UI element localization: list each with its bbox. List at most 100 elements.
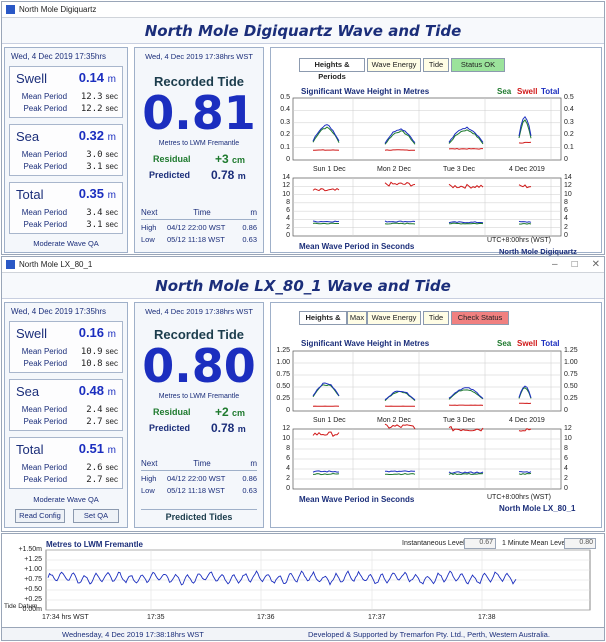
series-total <box>313 125 339 142</box>
x-tick: Mon 2 Dec <box>377 417 411 424</box>
predicted-label: Predicted <box>149 170 190 180</box>
series-total <box>449 127 483 142</box>
window-lx80: North Mole LX_80_1 – □ ✕ North Mole LX_8… <box>1 256 605 532</box>
banner-title: North Mole Digiquartz Wave and Tide <box>2 22 604 40</box>
period-series-swell <box>313 189 339 191</box>
tide-value: 0.80 <box>135 339 263 393</box>
status-bar: Wednesday, 4 Dec 2019 17:38:18hrs WST De… <box>2 627 604 640</box>
predicted-value: 0.78 m <box>211 168 246 182</box>
status-credit: Developed & Supported by Tremarfon Pty. … <box>308 630 550 639</box>
x-tick: Tue 3 Dec <box>443 166 475 173</box>
wave-summary-panel: Wed, 4 Dec 2019 17:35hrs Swell 0.16 m Me… <box>4 302 128 528</box>
swell-label: Swell <box>16 71 47 86</box>
predicted-value: 0.78 m <box>211 421 246 435</box>
tide-date: Wed, 4 Dec 2019 17:38hrs WST <box>135 307 263 316</box>
predicted-tides-button[interactable]: Predicted Tides <box>141 509 257 522</box>
wave-chart-svg <box>271 48 603 254</box>
x-tick: 17:38 <box>478 614 496 621</box>
period-series-total <box>449 222 483 223</box>
period-series-swell <box>385 424 415 429</box>
tide-date: Wed, 4 Dec 2019 17:38hrs WST <box>135 52 263 61</box>
window-title: North Mole Digiquartz <box>19 5 96 14</box>
sea-value: 0.32 m <box>79 128 116 143</box>
period-series-sea <box>519 224 531 225</box>
period-series-total <box>519 221 531 222</box>
residual-label: Residual <box>153 407 191 417</box>
x-tick: Tue 3 Dec <box>443 417 475 424</box>
tide-panel: Wed, 4 Dec 2019 17:38hrs WST Recorded Ti… <box>134 302 264 528</box>
minimize-icon[interactable]: – <box>552 259 558 270</box>
utc-label: UTC+8:00hrs (WST) <box>487 494 551 501</box>
sea-label: Sea <box>16 129 39 144</box>
app-icon <box>6 5 15 14</box>
height-chart-frame <box>293 351 561 411</box>
tide-datum: Metres to LWM Fremantle <box>135 393 263 400</box>
x-tick: Sun 1 Dec <box>313 166 346 173</box>
total-label: Total <box>16 442 43 457</box>
wave-chart-panel: Heights & Periods Wave Energy Tide Statu… <box>270 47 602 253</box>
tide-datum: Metres to LWM Fremantle <box>135 140 263 147</box>
x-tick: 17:36 <box>257 614 275 621</box>
x-tick: Mon 2 Dec <box>377 166 411 173</box>
maximize-icon[interactable]: □ <box>572 259 578 270</box>
utc-label: UTC+8:00hrs (WST) <box>487 237 551 244</box>
x-tick: 4 Dec 2019 <box>509 417 545 424</box>
window-titlebar[interactable]: North Mole Digiquartz <box>2 2 604 18</box>
period-series-total <box>313 221 339 222</box>
set-qa-button[interactable]: Set QA <box>73 509 119 523</box>
wave-qa-label: Moderate Wave QA <box>5 239 127 248</box>
period-series-total <box>313 471 339 472</box>
swell-value: 0.16 m <box>79 325 116 340</box>
series-total <box>385 391 415 400</box>
period-series-sea <box>449 473 483 474</box>
x-tick: 17:34 hrs WST <box>42 614 89 621</box>
total-label: Total <box>16 187 43 202</box>
bottom-chart-title: Mean Wave Period in Seconds <box>299 242 414 251</box>
residual-label: Residual <box>153 154 191 164</box>
period-series-sea <box>385 474 415 475</box>
station-label: North Mole LX_80_1 <box>499 504 575 513</box>
wave-chart-panel: Heights & Pe Max H Wave Energy Tide Chec… <box>270 302 602 528</box>
summary-date: Wed, 4 Dec 2019 17:35hrs <box>11 307 106 316</box>
x-tick: 17:35 <box>147 614 165 621</box>
sea-label: Sea <box>16 384 39 399</box>
period-series-swell <box>313 432 339 436</box>
period-series-sea <box>313 474 339 475</box>
banner: North Mole Digiquartz Wave and Tide <box>2 18 604 44</box>
period-series-total <box>385 221 415 222</box>
wave-qa-label: Moderate Wave QA <box>5 495 127 504</box>
period-series-swell <box>449 184 483 188</box>
window-digiquartz: North Mole Digiquartz North Mole Digiqua… <box>1 1 605 255</box>
window-title: North Mole LX_80_1 <box>19 260 92 269</box>
tide-strip-svg <box>2 534 606 642</box>
total-value: 0.51 m <box>79 441 116 456</box>
predicted-label: Predicted <box>149 423 190 433</box>
status-date: Wednesday, 4 Dec 2019 17:38:18hrs WST <box>62 630 204 639</box>
x-tick: 4 Dec 2019 <box>509 166 545 173</box>
period-series-swell <box>385 182 415 186</box>
banner: North Mole LX_80_1 Wave and Tide <box>2 273 604 299</box>
close-icon[interactable]: ✕ <box>592 259 600 270</box>
series-total <box>449 388 483 399</box>
wave-summary-panel: Wed, 4 Dec 2019 17:35hrs Swell 0.14 m Me… <box>4 47 128 253</box>
read-config-button[interactable]: Read Config <box>15 509 65 523</box>
window-titlebar[interactable]: North Mole LX_80_1 – □ ✕ <box>2 257 604 273</box>
window-controls: – □ ✕ <box>552 259 600 270</box>
